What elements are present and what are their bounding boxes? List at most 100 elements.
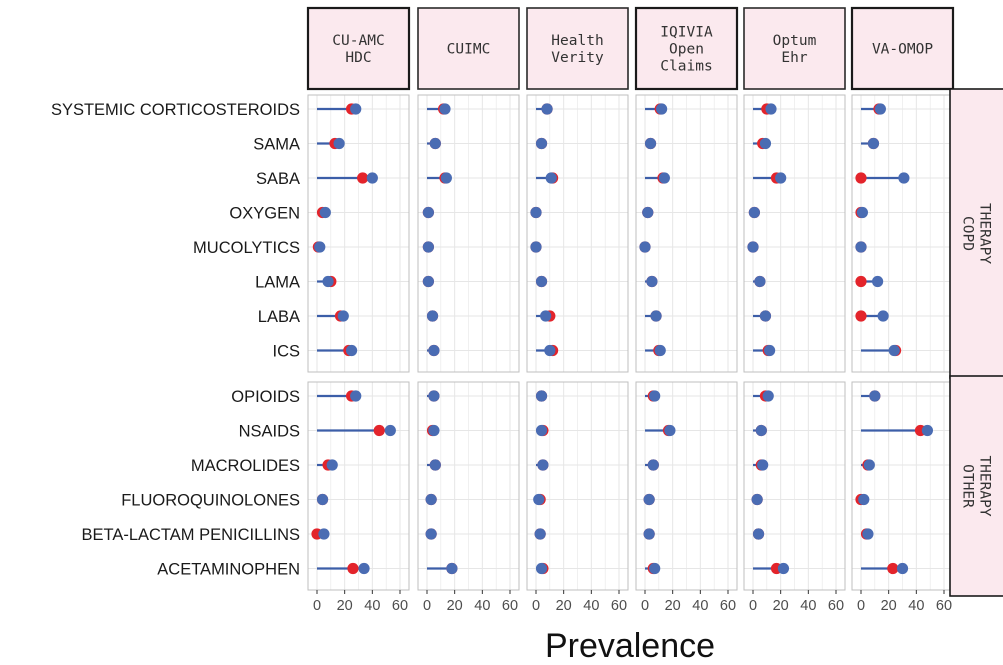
point-b (446, 562, 458, 575)
column-strip-label: Optum (773, 33, 817, 49)
row-label: SAMA (253, 136, 300, 154)
x-tick-label: 20 (773, 598, 789, 614)
point-b (350, 103, 362, 115)
point-b (656, 103, 668, 115)
point-a (347, 562, 359, 575)
point-b (862, 528, 874, 540)
row-label: OXYGEN (229, 205, 300, 223)
x-tick-label: 60 (392, 598, 408, 614)
point-b (639, 241, 651, 253)
point-b (429, 137, 441, 150)
x-tick-label: 0 (857, 598, 865, 614)
column-strip-optum (743, 7, 846, 90)
point-a (855, 172, 867, 184)
point-b (534, 528, 546, 540)
panel-border (743, 381, 846, 591)
column-strip-label: VA-OMOP (872, 42, 933, 58)
point-b (755, 424, 767, 437)
panel-border (526, 381, 629, 591)
point-b (877, 310, 889, 322)
x-tick-label: 0 (641, 598, 649, 614)
point-b (649, 562, 661, 575)
x-tick-label: 40 (692, 598, 708, 614)
row-label: SABA (256, 170, 300, 188)
row-strip-group (949, 375, 1003, 597)
point-b (644, 137, 657, 150)
point-b (649, 390, 661, 402)
point-b (314, 241, 326, 253)
point-b (896, 562, 909, 575)
column-strip-iqvia (634, 6, 739, 91)
row-strip-label: THERAPY (977, 203, 993, 264)
point-b (535, 275, 548, 288)
row-label: LABA (258, 308, 300, 326)
panel-border (526, 94, 629, 373)
point-b (366, 172, 378, 184)
row-label: MUCOLYTICS (193, 239, 300, 257)
x-tick-label: 60 (611, 598, 627, 614)
point-b (530, 241, 542, 253)
x-tick-label: 40 (583, 598, 599, 614)
panel-border (743, 94, 846, 373)
point-b (759, 137, 772, 150)
point-b (428, 344, 440, 357)
point-b (642, 206, 654, 219)
point-b (535, 390, 548, 402)
x-tick-label: 60 (828, 598, 844, 614)
row-label: NSAIDS (239, 423, 300, 441)
row-label: FLUOROQUINOLONES (121, 492, 300, 510)
column-strip-label: Open (669, 42, 704, 58)
x-tick-label: 0 (423, 598, 431, 614)
point-b (333, 137, 345, 150)
panel-border (307, 381, 410, 591)
point-b (764, 344, 776, 357)
x-tick-label: 60 (720, 598, 736, 614)
panel-border (417, 381, 520, 591)
x-tick-label: 0 (532, 598, 540, 614)
point-b (384, 424, 396, 437)
row-strip-label: THERAPY (977, 455, 993, 516)
point-b (855, 241, 867, 253)
column-strip-label: Health (551, 33, 603, 49)
point-b (921, 424, 934, 437)
panel-border (635, 94, 738, 373)
x-tick-label: 40 (474, 598, 490, 614)
point-b (440, 172, 452, 184)
panel-border (635, 381, 738, 591)
point-b (422, 206, 434, 219)
point-b (867, 137, 880, 150)
column-strip-cuamc (306, 6, 411, 91)
point-b (898, 172, 910, 184)
point-b (777, 562, 790, 575)
point-b (757, 459, 769, 471)
row-label: ICS (272, 343, 300, 361)
x-tick-label: 40 (908, 598, 924, 614)
point-b (647, 459, 659, 471)
x-tick-label: 60 (502, 598, 518, 614)
point-b (535, 424, 548, 437)
column-strip-label: CUIMC (447, 42, 491, 58)
point-b (428, 390, 440, 402)
row-label: OPIOIDS (231, 388, 300, 406)
point-b (874, 103, 886, 115)
point-b (643, 528, 655, 540)
point-b (762, 390, 774, 402)
panel-border (417, 94, 520, 373)
point-b (425, 493, 437, 506)
point-b (540, 310, 552, 322)
row-strip-label: COPD (960, 216, 976, 251)
point-b (422, 275, 434, 288)
row-label: SYSTEMIC CORTICOSTEROIDS (51, 101, 300, 119)
panel-border (307, 94, 410, 373)
point-b (765, 103, 777, 115)
x-tick-label: 20 (447, 598, 463, 614)
point-b (643, 493, 655, 506)
x-tick-label: 60 (936, 598, 952, 614)
point-b (541, 103, 553, 115)
point-b (646, 275, 658, 288)
point-a (855, 310, 867, 322)
point-b (863, 459, 875, 471)
point-b (759, 310, 772, 322)
point-b (650, 310, 662, 322)
